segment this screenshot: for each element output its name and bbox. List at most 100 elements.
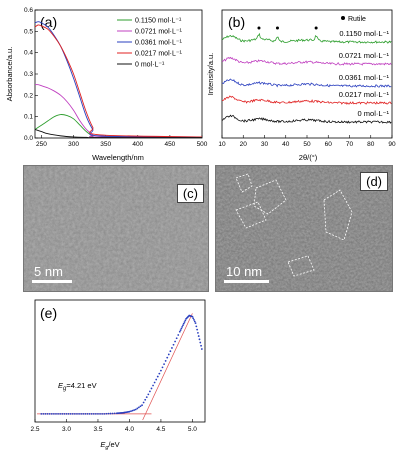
- e-data-point: [113, 412, 116, 415]
- e-data-point: [103, 412, 106, 415]
- e-data-point: [109, 412, 112, 415]
- e-data-point: [163, 363, 165, 366]
- b-series-line-1: [221, 56, 392, 66]
- particle-outlines: [235, 173, 353, 277]
- e-data-point: [92, 412, 95, 415]
- e-data-point: [134, 408, 137, 411]
- e-data-point: [169, 350, 172, 353]
- e-data-point: [86, 412, 89, 415]
- a-legend-label-1: 0.0721 mol·L⁻¹: [135, 29, 183, 36]
- e-data-point: [50, 412, 53, 415]
- a-series-line-2: [34, 21, 203, 138]
- e-data-point: [200, 344, 202, 347]
- b-series-line-3: [221, 95, 392, 105]
- panel-e-plot: (e) Eg/eV Eg=4.21 eV 2.5 3.0 3.5 4.0 4.5 5.0: [30, 299, 206, 451]
- e-data-point: [158, 372, 161, 375]
- b-series-line-4: [221, 114, 392, 124]
- e-data-point: [191, 315, 194, 318]
- e-data-point: [107, 412, 110, 415]
- panel-d-label: (d): [360, 172, 388, 191]
- e-data-point: [155, 378, 158, 381]
- e-data-point: [57, 412, 59, 415]
- e-xtick-label-1: 3.0: [62, 426, 71, 433]
- particle-outline-4: [323, 189, 353, 241]
- e-data-point: [84, 412, 87, 415]
- a-series-line-1: [34, 84, 203, 138]
- a-ytick-label-2: 0.2: [24, 92, 33, 99]
- b-xtick-label-6: 70: [346, 141, 354, 148]
- e-data-point: [180, 327, 183, 330]
- a-ytick-label-0: 0.0: [24, 135, 33, 142]
- e-data-point: [105, 412, 108, 415]
- e-data-point: [184, 319, 187, 322]
- a-xtick-label-2: 350: [100, 141, 111, 148]
- band-gap-sub: g: [63, 386, 67, 392]
- e-data-point: [160, 369, 162, 372]
- band-gap-e: E: [58, 381, 64, 390]
- e-data-point: [61, 412, 64, 415]
- e-data-point: [156, 375, 159, 378]
- e-data-point: [196, 328, 199, 331]
- a-ytick-label-4: 0.4: [24, 50, 33, 57]
- e-data-point: [63, 412, 66, 415]
- e-data-point: [195, 325, 198, 328]
- panel-e-xlabel-unit: /eV: [108, 440, 119, 449]
- b-xtick-label-3: 40: [282, 141, 290, 148]
- b-series-label-2: 0.0361 mol·L⁻¹: [339, 73, 390, 82]
- a-xtick-label-1: 300: [68, 141, 79, 148]
- b-rutile-marker-1: [275, 26, 279, 30]
- b-rutile-marker-2: [314, 26, 318, 30]
- b-series-label-3: 0.0217 mol·L⁻¹: [339, 90, 390, 99]
- e-data-point: [181, 326, 184, 328]
- panel-e-frame: [34, 299, 206, 423]
- e-data-point: [150, 387, 153, 390]
- e-xtick-label-3: 4.0: [125, 426, 134, 433]
- e-data-point: [152, 384, 154, 387]
- e-data-point: [52, 412, 55, 415]
- panel-a-label: (a): [40, 14, 57, 30]
- e-data-point: [67, 412, 70, 415]
- panel-c-scale-text: 5 nm: [34, 264, 63, 279]
- b-rutile-marker-0: [257, 26, 261, 30]
- e-tangent-fit: [142, 313, 193, 421]
- panel-d-tem-image: (d) 10 nm: [215, 165, 393, 292]
- e-data-point: [137, 406, 140, 409]
- panel-e-xlabel-e: E: [100, 440, 106, 449]
- a-series-line-0: [34, 114, 203, 138]
- rutile-legend-text: Rutile: [348, 16, 366, 23]
- b-series-label-1: 0.0721 mol·L⁻¹: [339, 51, 390, 60]
- e-data-point: [111, 412, 114, 415]
- e-data-point: [182, 324, 184, 327]
- e-data-point: [192, 317, 195, 320]
- e-data-point: [193, 318, 195, 321]
- panel-c-tem-image: (c) 5 nm: [23, 165, 209, 292]
- a-legend-label-3: 0.0217 mol·L⁻¹: [135, 51, 183, 58]
- e-data-point: [82, 412, 85, 415]
- b-series-label-0: 0.1150 mol·L⁻¹: [339, 29, 389, 38]
- panel-d-scale-bar: [224, 280, 269, 283]
- panel-b-xlabel: 2θ/(°): [299, 153, 318, 162]
- e-data-point: [193, 320, 196, 323]
- e-data-point: [194, 322, 197, 325]
- band-gap-value: =4.21 eV: [66, 381, 96, 390]
- b-xtick-label-7: 80: [367, 141, 375, 148]
- b-xtick-label-8: 90: [388, 141, 396, 148]
- e-data-point: [139, 405, 142, 408]
- e-data-point: [78, 412, 80, 415]
- a-ytick-label-5: 0.5: [24, 28, 33, 35]
- panel-e-xlabel-sub: g: [105, 445, 109, 451]
- a-ytick-label-3: 0.3: [24, 71, 33, 78]
- panel-e-xlabel: Eg/eV: [100, 440, 119, 451]
- particle-outline-5: [287, 255, 315, 277]
- e-data-point: [131, 409, 134, 412]
- e-xtick-label-5: 5.0: [188, 426, 197, 433]
- e-data-point: [149, 390, 151, 393]
- e-data-point: [197, 331, 199, 334]
- a-xtick-label-4: 450: [164, 141, 175, 148]
- e-data-point: [200, 348, 203, 350]
- e-data-point: [59, 412, 62, 415]
- particle-outline-1: [235, 173, 253, 193]
- b-xtick-label-1: 20: [240, 141, 248, 148]
- e-data-point: [167, 353, 170, 356]
- e-data-point: [128, 410, 131, 413]
